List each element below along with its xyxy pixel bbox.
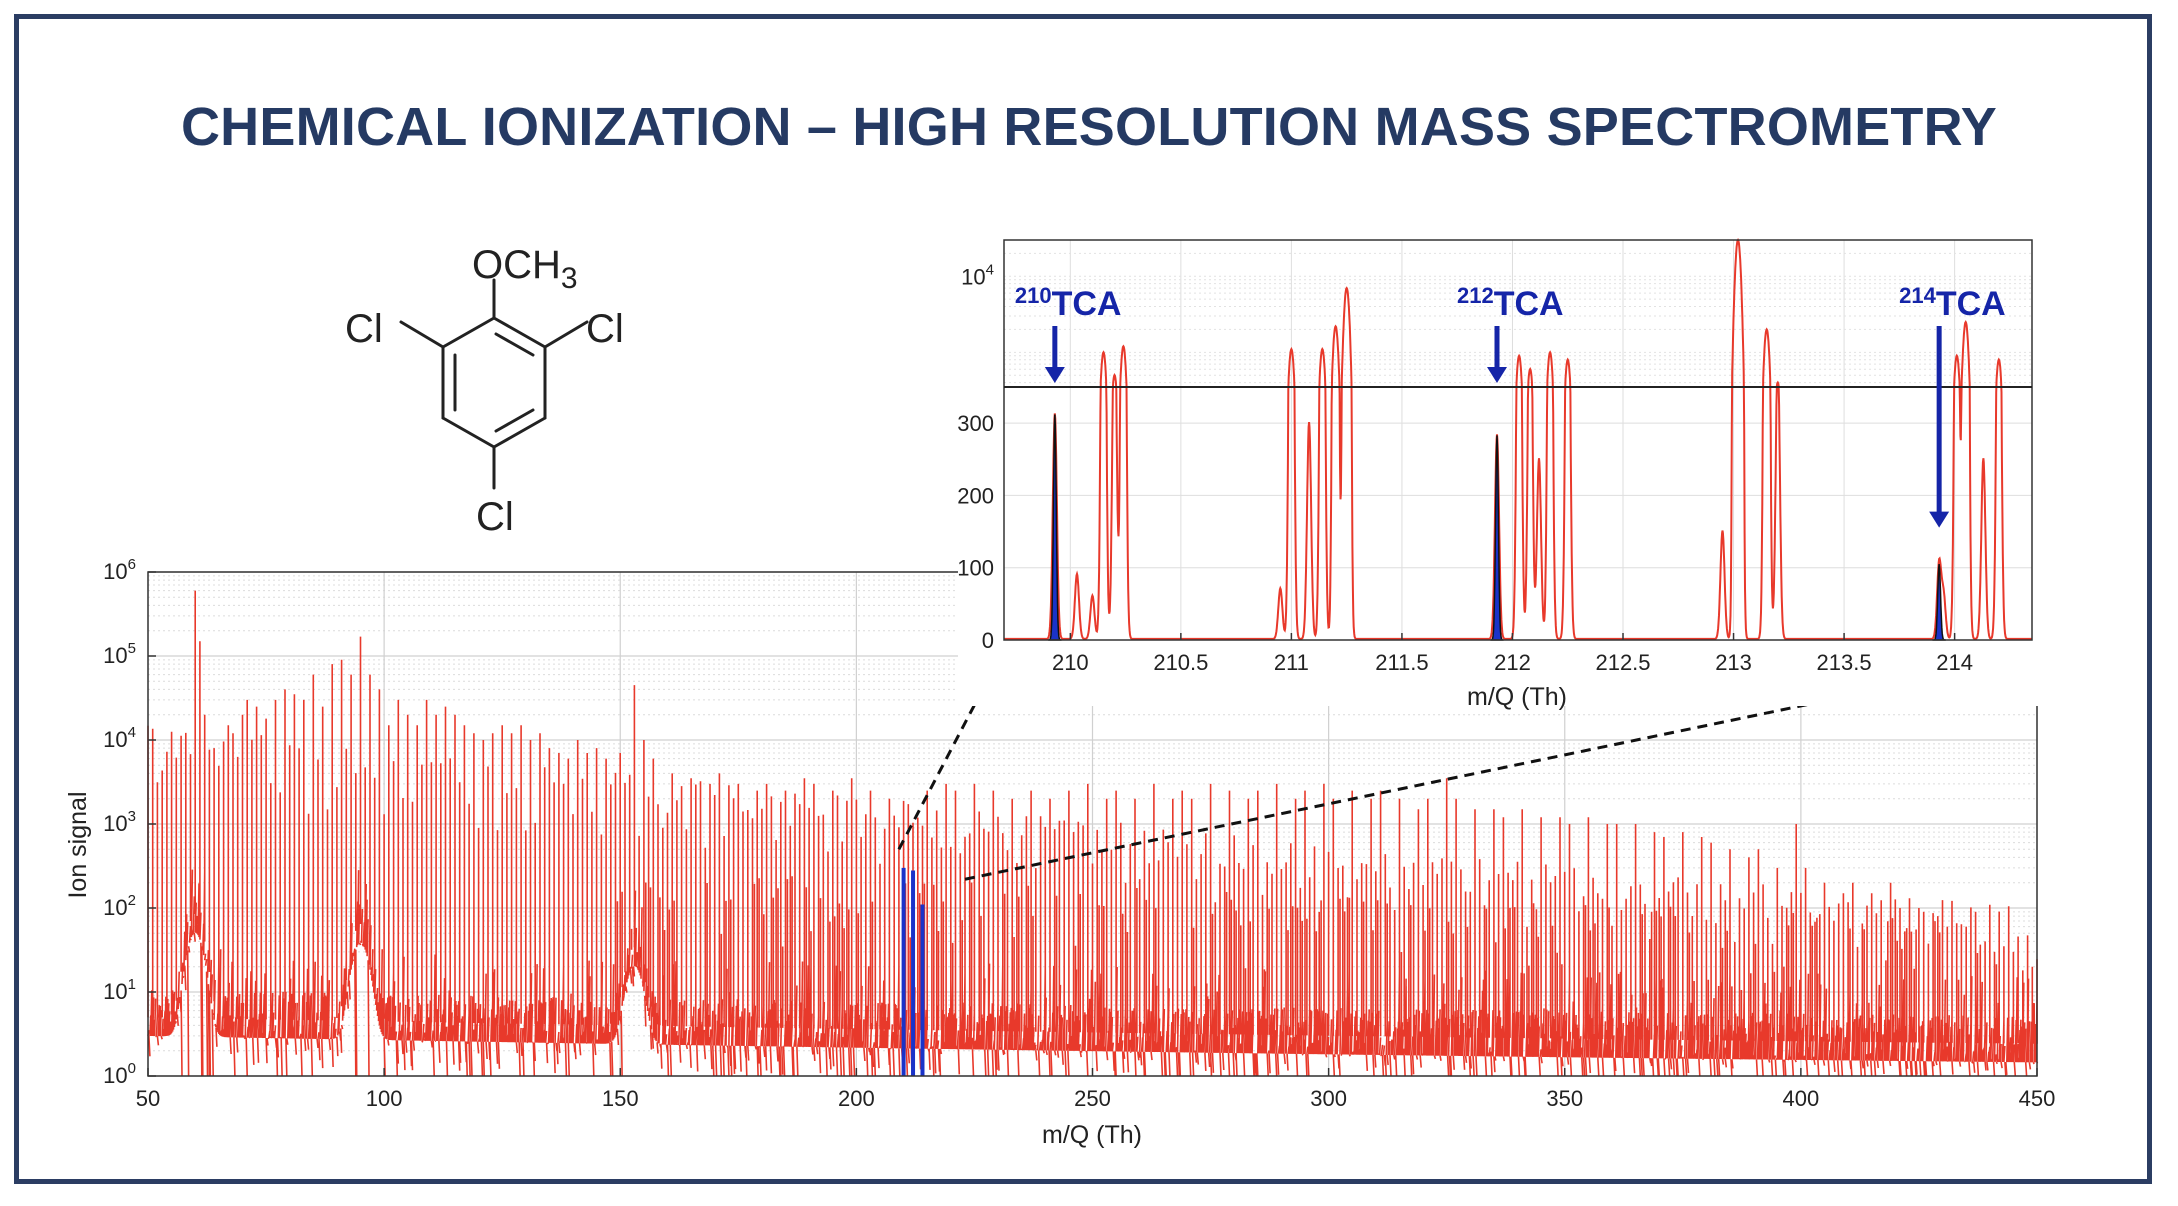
x-tick-label: 100	[366, 1086, 403, 1111]
cl-bond-left	[399, 320, 445, 349]
inset-tca-peak-209.93	[1048, 414, 1062, 641]
y-tick-label: 102	[103, 892, 136, 920]
slide-title: CHEMICAL IONIZATION – HIGH RESOLUTION MA…	[180, 97, 1998, 157]
inset-x-axis-label: m/Q (Th)	[1467, 683, 1567, 711]
cl-right-label: Cl	[586, 307, 624, 351]
tca-annotations: 210TCA 212TCA 214TCA	[1015, 283, 2006, 528]
tca-arrow-head	[1929, 511, 1950, 528]
cl-left-label: Cl	[345, 307, 383, 351]
inset-y-tick-label: 300	[957, 411, 994, 436]
inset-frame	[1003, 239, 2033, 641]
ring-bond	[492, 416, 547, 449]
inset-y-tick-label: 200	[957, 483, 994, 508]
tca-label-210: 210TCA	[1015, 283, 1122, 323]
cl-bottom-label: Cl	[476, 495, 514, 539]
inset-y-tick-label: 0	[982, 628, 994, 653]
inset-x-tick-label: 210	[1052, 650, 1089, 675]
inset-grid	[1004, 239, 2032, 641]
trichloroanisole-structure	[399, 278, 589, 490]
inset-x-tick-label: 211	[1274, 650, 1309, 675]
tca-arrow-head	[1044, 367, 1065, 383]
inset-x-tick-label: 212.5	[1595, 650, 1650, 675]
ring-double-bond	[494, 332, 535, 357]
x-tick-label: 300	[1310, 1086, 1347, 1111]
molecule-labels: OCH3 Cl Cl Cl	[345, 243, 624, 539]
tca-label-212: 212TCA	[1457, 283, 1564, 323]
inset-signal-series	[1004, 237, 2032, 640]
y-tick-label: 103	[103, 808, 136, 836]
main-y-axis-label: Ion signal	[64, 791, 92, 898]
inset-x-tick-label: 211.5	[1375, 650, 1428, 675]
inset-x-tick-label: 212	[1494, 650, 1531, 675]
tca-label-214: 214TCA	[1899, 283, 2006, 323]
ring-bond	[492, 316, 547, 349]
inset-log-tick-label: 104	[961, 261, 994, 289]
ring-double-bond	[494, 408, 535, 433]
inset-x-tick-label: 214	[1936, 650, 1973, 675]
y-tick-label: 106	[103, 556, 136, 584]
ring-bond	[441, 416, 496, 449]
inset-ticks: 210 210.5 211 211.5 212 212.5 213 213.5 214 0 100 2…	[957, 261, 1973, 675]
y-tick-label: 104	[103, 724, 136, 752]
x-tick-label: 50	[136, 1086, 160, 1111]
tca-arrow-head	[1486, 367, 1507, 383]
main-x-axis-label: m/Q (Th)	[1042, 1121, 1142, 1149]
y-tick-label: 101	[103, 976, 136, 1004]
inset-y-tick-label: 100	[957, 556, 994, 581]
x-tick-label: 250	[1074, 1086, 1111, 1111]
cl-bond-right	[543, 320, 589, 349]
inset-x-tick-label: 213	[1715, 650, 1752, 675]
inset-axes	[1003, 239, 2033, 641]
main-ticks: 50 100 150 200 250 300 350 400 45010010110210310…	[103, 556, 2055, 1111]
inset-x-tick-label: 210.5	[1153, 650, 1208, 675]
y-tick-label: 105	[103, 640, 136, 668]
x-tick-label: 150	[602, 1086, 639, 1111]
x-tick-label: 350	[1546, 1086, 1583, 1111]
ring-bond	[441, 316, 496, 349]
och3-label: OCH3	[472, 243, 578, 295]
x-tick-label: 450	[2019, 1086, 2056, 1111]
y-tick-label: 100	[103, 1060, 136, 1088]
x-tick-label: 400	[1783, 1086, 1820, 1111]
inset-x-tick-label: 213.5	[1817, 650, 1872, 675]
x-tick-label: 200	[838, 1086, 875, 1111]
